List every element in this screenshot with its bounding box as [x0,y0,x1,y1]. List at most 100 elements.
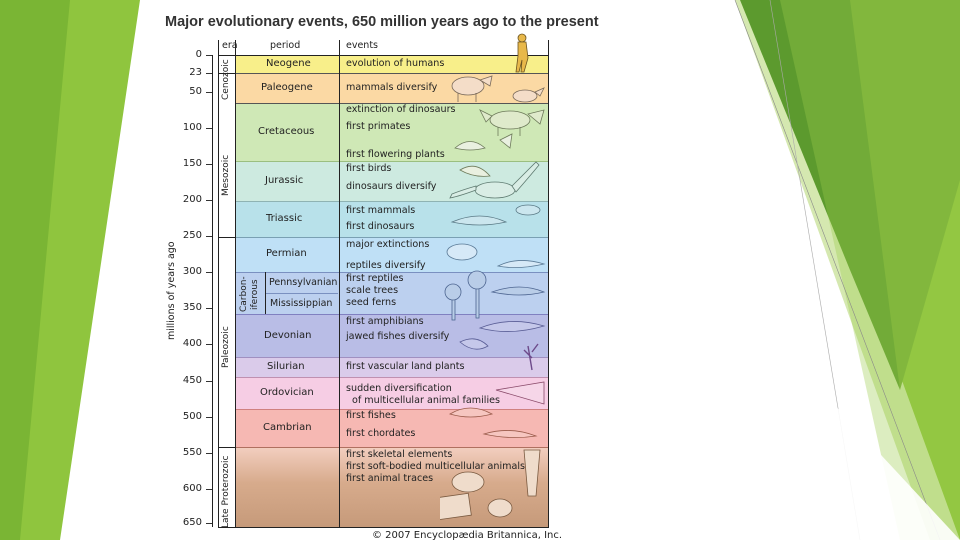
header-events: events [346,40,379,51]
copyright: © 2007 Encyclopædia Britannica, Inc. [372,530,563,541]
tick-mark [206,308,212,309]
amphibian-icon [459,321,546,371]
event-jawed-fishes-diversify: jawed fishes diversify [346,331,450,342]
event-evolution-of-humans: evolution of humans [346,58,445,69]
era-rule [218,447,235,448]
era-late-proterozoic: Late Proterozoic [221,455,231,529]
era-cenozoic: Cenozoic [221,59,231,100]
band-neogene [235,55,548,73]
era-carboniferous-2: iferous [250,279,260,310]
period-mississippian: Mississippian [270,298,333,309]
tick-label: 250 [182,230,202,241]
tick-mark [206,272,212,273]
divider [235,103,548,104]
divider [235,357,548,358]
era-rule [218,237,235,238]
carboniferous-divider [265,272,266,314]
event-first-animal-traces: first animal traces [346,473,434,484]
tick-label: 100 [182,122,202,133]
right-overlay-shape [780,0,960,540]
tick-label: 400 [182,338,202,349]
divider [235,201,548,202]
header-era: era [222,40,238,51]
band-devonian [235,314,548,357]
tick-mark [206,344,212,345]
event-first-flowering-plants: first flowering plants [346,149,445,160]
event-dinosaurs-diversify: dinosaurs diversify [346,181,437,192]
event-scale-trees: scale trees [346,285,399,296]
period-devonian: Devonian [264,330,312,341]
tick-label: 200 [182,194,202,205]
event-first-chordates: first chordates [346,428,416,439]
period-silurian: Silurian [267,361,305,372]
event-extinction-of-dinosaurs: extinction of dinosaurs [346,104,456,115]
divider [235,272,548,273]
event-multicellular-families: of multicellular animal families [352,395,501,406]
chart-title: Major evolutionary events, 650 million y… [165,14,599,30]
illustrations [440,33,546,522]
event-first-vascular-land-plants: first vascular land plants [346,361,465,372]
event-reptiles-diversify: reptiles diversify [346,260,426,271]
divider [235,73,548,74]
header-period: period [270,40,301,51]
divider [235,161,548,162]
period-triassic: Triassic [266,213,303,224]
divider [235,447,548,448]
right-thin-line [734,0,941,540]
era-column-right [235,40,236,528]
tick-label: 500 [182,411,202,422]
bottom-rule [218,527,548,528]
axis-label: millions of years ago [166,241,177,340]
fish-icon [449,407,538,438]
divider [235,237,548,238]
tick-mark [206,55,212,56]
band-cambrian [235,409,548,447]
event-first-birds: first birds [346,163,392,174]
event-first-fishes: first fishes [346,410,396,421]
event-first-amphibians: first amphibians [346,316,424,327]
event-first-mammals: first mammals [346,205,416,216]
tick-mark [206,489,212,490]
period-pennsylvanian: Pennsylvanian [269,277,338,288]
tick-mark [206,73,212,74]
era-carboniferous-1: Carbon- [239,276,249,312]
tick-label: 23 [189,67,202,78]
left-green-shape-dark [0,0,70,540]
tick-label: 150 [182,158,202,169]
bottom-white-shape [560,400,960,540]
mammal-icon [451,75,545,103]
sauropod-icon [449,161,540,199]
human-icon [515,33,529,73]
event-first-skeletal-elements: first skeletal elements [346,449,453,460]
divider [235,314,548,315]
tick-label: 0 [195,49,202,60]
tick-label: 50 [189,86,202,97]
period-cambrian: Cambrian [263,422,312,433]
tick-label: 450 [182,375,202,386]
tick-mark [206,453,212,454]
event-first-reptiles: first reptiles [346,273,404,284]
tick-mark [206,92,212,93]
period-ordovician: Ordovician [260,387,314,398]
dinosaur-icon [479,109,545,136]
fossil-icon [440,449,541,522]
tick-label: 650 [182,517,202,528]
tick-mark [206,128,212,129]
tree-icon [444,270,546,321]
right-mid-shape [850,0,960,390]
period-cretaceous: Cretaceous [258,126,315,137]
shell-icon [495,381,545,405]
header-rule [218,55,548,56]
right-dark-shape [740,0,900,390]
event-first-primates: first primates [346,121,411,132]
divider [235,377,548,378]
time-axis [212,55,213,527]
event-first-dinosaurs: first dinosaurs [346,221,415,232]
era-mesozoic: Mesozoic [221,154,231,196]
period-paleogene: Paleogene [261,82,313,93]
tick-mark [206,417,212,418]
event-sudden-diversification: sudden diversification [346,383,452,394]
event-major-extinctions: major extinctions [346,239,430,250]
band-silurian [235,357,548,377]
